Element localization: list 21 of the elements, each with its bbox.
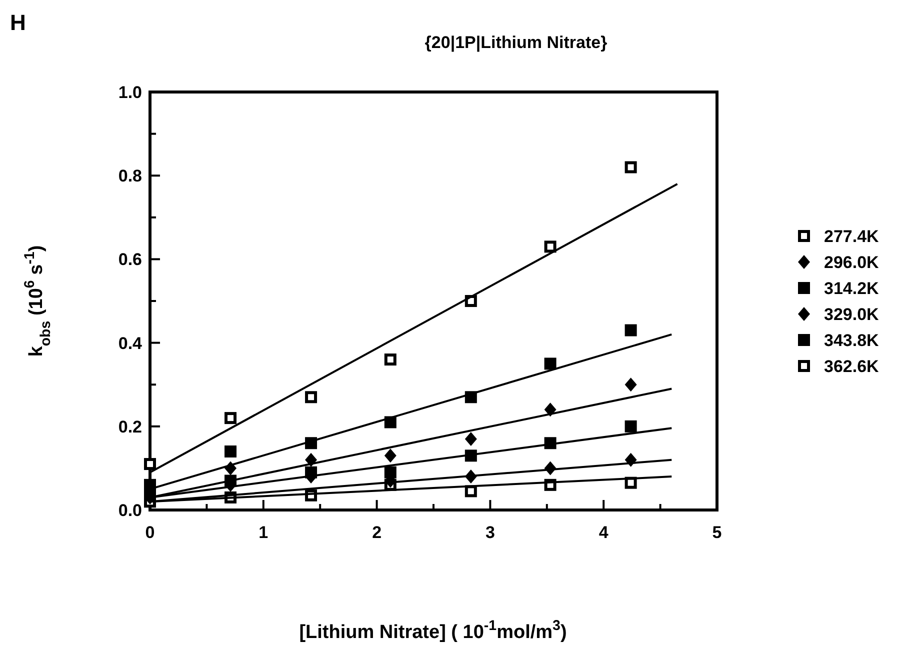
y-tick-label: 1.0 (118, 83, 142, 102)
y-tick-label: 0.4 (118, 334, 143, 353)
legend-label: 329.0K (824, 305, 880, 324)
chart-title: {20|1P|Lithium Nitrate} (424, 33, 608, 52)
y-tick-label: 0.2 (118, 417, 142, 436)
x-tick-label: 2 (372, 523, 382, 542)
legend-label: 314.2K (824, 279, 880, 298)
x-tick-label: 3 (485, 523, 495, 542)
legend-label: 362.6K (824, 357, 880, 376)
legend-label: 277.4K (824, 227, 880, 246)
x-tick-label: 0 (145, 523, 155, 542)
y-tick-label: 0.6 (118, 250, 142, 270)
legend-label: 343.8K (824, 331, 880, 350)
x-tick-label: 4 (598, 523, 609, 542)
x-tick-label: 1 (258, 523, 268, 542)
x-axis-title: [Lithium Nitrate] ( 10$^{-1}$mol/m$^{3}$) (299, 618, 567, 643)
y-tick-label: 0.8 (118, 166, 142, 186)
text: H (10, 10, 26, 35)
x-tick-label: 5 (712, 523, 722, 542)
y-tick-label: 0.0 (118, 501, 142, 520)
legend-label: 296.0K (824, 253, 880, 272)
